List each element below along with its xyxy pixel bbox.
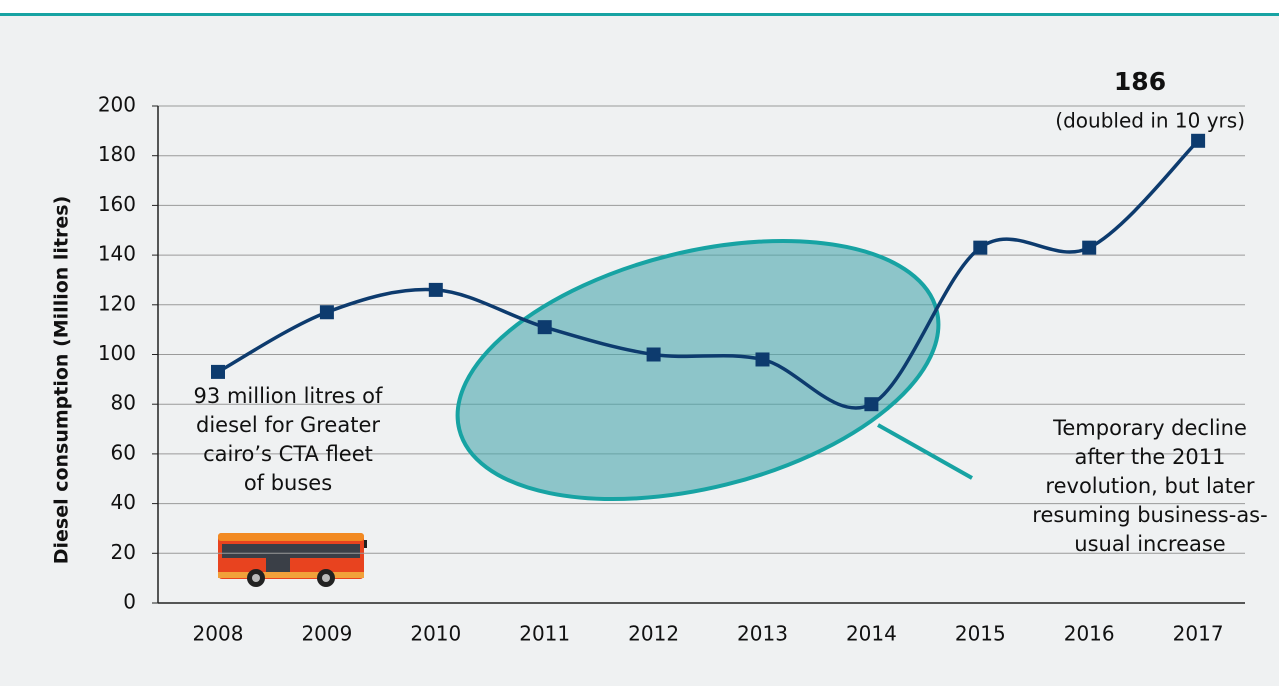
x-tick-label: 2010 <box>410 622 461 646</box>
decline-note: revolution, but later <box>1045 474 1254 498</box>
start-note: of buses <box>244 471 332 495</box>
start-note: 93 million litres of <box>194 384 383 408</box>
decline-note: after the 2011 <box>1075 445 1226 469</box>
x-tick-label: 2012 <box>628 622 679 646</box>
point-marker <box>646 347 661 362</box>
y-tick-label: 200 <box>98 93 136 117</box>
start-note: cairo’s CTA fleet <box>203 442 373 466</box>
point-marker <box>864 397 879 412</box>
y-tick-label: 60 <box>111 440 136 464</box>
decline-note: usual increase <box>1074 532 1225 556</box>
series-line <box>217 139 1200 410</box>
x-tick-label: 2015 <box>955 622 1006 646</box>
decline-note: Temporary decline <box>1052 416 1247 440</box>
y-tick-label: 20 <box>111 540 136 564</box>
point-marker <box>755 352 770 367</box>
x-tick-label: 2008 <box>193 622 244 646</box>
y-tick-label: 120 <box>98 291 136 315</box>
y-tick-label: 0 <box>123 590 136 614</box>
callout-line <box>877 423 973 480</box>
point-marker <box>973 240 988 255</box>
decline-note: resuming business-as- <box>1032 503 1267 527</box>
point-marker <box>1191 133 1206 148</box>
x-tick-label: 2014 <box>846 622 897 646</box>
x-tick-label: 2017 <box>1173 622 1224 646</box>
x-tick-label: 2016 <box>1064 622 1115 646</box>
peak-value: 186 <box>1114 67 1166 96</box>
start-note: diesel for Greater <box>196 413 380 437</box>
y-tick-label: 40 <box>111 490 136 514</box>
y-tick-label: 140 <box>98 242 136 266</box>
x-tick-label: 2013 <box>737 622 788 646</box>
point-marker <box>537 320 552 335</box>
point-marker <box>211 364 225 379</box>
point-marker <box>1082 240 1097 255</box>
peak-note: (doubled in 10 yrs) <box>1055 109 1245 133</box>
y-tick-label: 100 <box>98 341 136 365</box>
y-tick-label: 180 <box>98 142 136 166</box>
point-marker <box>319 305 334 320</box>
bus-icon <box>218 533 367 587</box>
x-tick-label: 2011 <box>519 622 570 646</box>
x-tick-label: 2009 <box>301 622 352 646</box>
point-marker <box>428 282 443 297</box>
y-tick-label: 80 <box>111 391 136 415</box>
y-tick-label: 160 <box>98 192 136 216</box>
y-axis-label: Diesel consumption (Million litres) <box>51 196 73 565</box>
top-rule <box>0 13 1279 16</box>
